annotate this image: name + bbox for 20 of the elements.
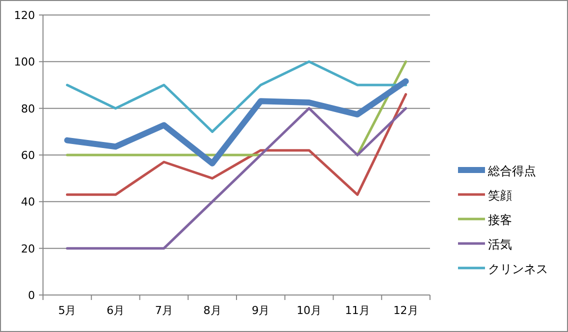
x-tick-label: 10月 — [296, 304, 322, 317]
y-tick-label: 100 — [14, 56, 35, 69]
x-tick-label: 12月 — [393, 304, 418, 317]
x-tick-label: 6月 — [106, 304, 125, 317]
legend-label: 総合得点 — [487, 164, 536, 178]
x-tick-label: 7月 — [154, 304, 173, 317]
legend-label: 笑顔 — [488, 188, 512, 202]
y-tick-label: 60 — [21, 149, 35, 162]
x-tick-label: 11月 — [344, 304, 370, 317]
y-tick-label: 40 — [21, 196, 35, 209]
x-tick-label: 9月 — [252, 304, 270, 317]
legend-label: 接客 — [488, 213, 512, 227]
legend-label: 活気 — [488, 238, 512, 252]
legend-label: クリンネス — [488, 262, 548, 276]
x-tick-label: 8月 — [203, 304, 222, 317]
y-tick-label: 120 — [14, 9, 35, 22]
y-tick-label: 80 — [21, 102, 35, 116]
x-tick-label: 5月 — [58, 304, 76, 317]
y-tick-label: 20 — [21, 242, 35, 256]
y-tick-label: 0 — [28, 289, 35, 302]
